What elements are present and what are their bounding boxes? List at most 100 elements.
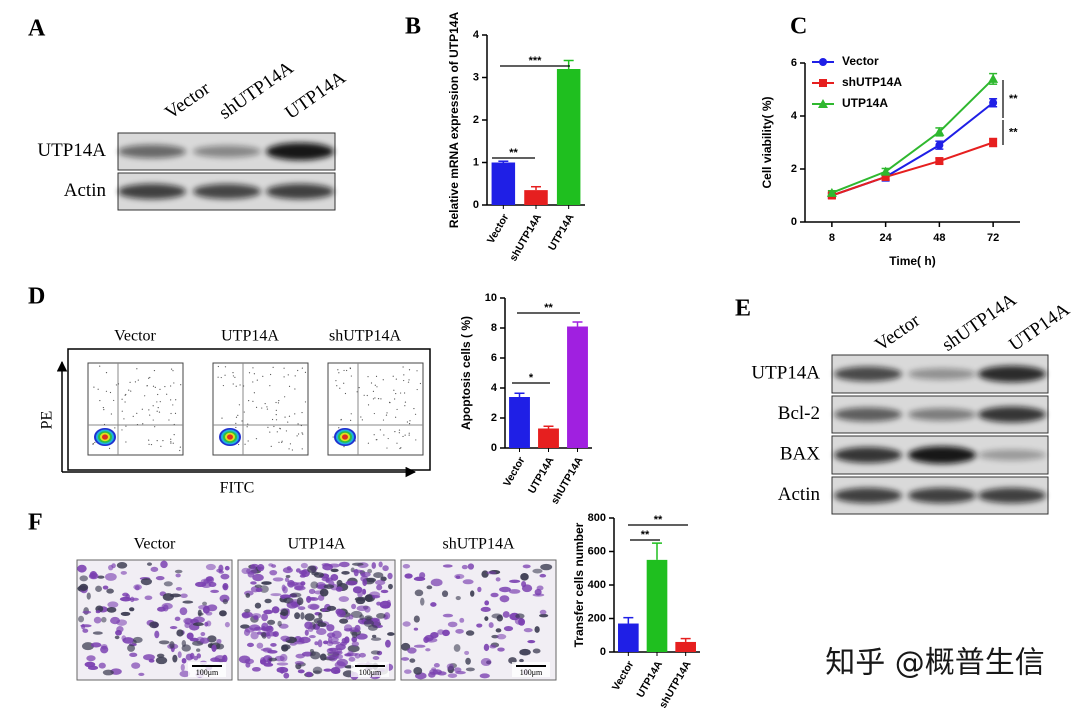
event-dot: [284, 396, 286, 398]
density-contour: [342, 434, 348, 440]
cell: [216, 638, 222, 644]
cell: [267, 619, 276, 625]
event-dot: [180, 384, 182, 386]
cell: [508, 589, 521, 594]
event-dot: [406, 421, 408, 423]
cell: [90, 642, 102, 648]
cell: [334, 661, 346, 669]
event-dot: [270, 445, 272, 447]
event-dot: [144, 395, 146, 397]
event-dot: [117, 383, 120, 385]
event-dot: [269, 385, 271, 387]
significance-label: **: [641, 529, 650, 541]
cell: [127, 644, 136, 652]
cell: [470, 590, 475, 597]
event-dot: [123, 418, 125, 420]
cell: [461, 564, 468, 570]
cell: [376, 584, 383, 591]
event-dot: [343, 382, 345, 384]
event-dot: [284, 416, 286, 418]
cell: [158, 640, 170, 645]
cell: [343, 628, 353, 632]
cell: [326, 654, 339, 660]
cell: [488, 622, 494, 629]
event-dot: [113, 399, 115, 402]
blot-band: [266, 183, 334, 200]
event-dot: [136, 368, 138, 370]
cell: [386, 599, 391, 607]
scale-label: 100μm: [359, 668, 382, 677]
cell: [122, 592, 129, 597]
cell: [523, 628, 533, 633]
event-dot: [157, 406, 159, 409]
flow-x-label: FITC: [220, 480, 255, 497]
cell: [307, 565, 317, 573]
blot-band: [978, 365, 1046, 383]
event-dot: [242, 385, 245, 387]
cell: [222, 654, 228, 663]
cell: [540, 563, 553, 571]
blot-band: [118, 183, 186, 200]
event-dot: [277, 402, 280, 404]
cell: [281, 644, 291, 650]
event-dot: [296, 435, 298, 437]
event-dot: [125, 425, 127, 427]
cell: [154, 630, 160, 639]
cell: [97, 575, 105, 579]
cell: [476, 623, 483, 628]
event-dot: [363, 394, 365, 396]
event-dot: [414, 413, 417, 415]
event-dot: [291, 449, 293, 451]
event-dot: [297, 369, 299, 372]
cell: [496, 633, 507, 640]
event-dot: [124, 394, 126, 396]
panel-label: B: [405, 14, 421, 40]
event-dot: [148, 409, 150, 411]
event-dot: [287, 421, 289, 423]
cell: [341, 570, 350, 575]
cell: [285, 575, 291, 579]
cell: [182, 600, 194, 604]
cell: [79, 583, 89, 591]
event-dot: [350, 375, 352, 377]
event-dot: [264, 403, 266, 405]
cell: [304, 629, 309, 636]
event-dot: [283, 367, 285, 369]
event-dot: [93, 386, 95, 388]
event-dot: [332, 436, 334, 438]
cell: [370, 650, 381, 655]
cell: [536, 585, 544, 591]
y-tick-label: 4: [473, 29, 480, 41]
event-dot: [404, 434, 406, 436]
cell: [371, 562, 377, 569]
cell: [102, 585, 109, 590]
y-axis-label: Cell viability( %): [760, 96, 774, 188]
cell: [192, 622, 204, 627]
event-dot: [416, 370, 418, 372]
cell: [116, 626, 124, 633]
point: [819, 79, 827, 87]
cell: [323, 584, 335, 589]
event-dot: [300, 424, 302, 427]
cell: [319, 588, 329, 597]
cell: [255, 587, 263, 593]
event-dot: [360, 416, 362, 418]
y-tick-label: 400: [588, 579, 606, 591]
cell: [120, 611, 131, 616]
cell: [262, 647, 273, 653]
cell: [183, 617, 193, 625]
lane-label: Vector: [161, 78, 214, 124]
cell: [304, 613, 315, 621]
event-dot: [373, 434, 375, 436]
cell: [155, 656, 168, 665]
event-dot: [267, 426, 269, 428]
cell: [241, 612, 250, 619]
cell: [86, 655, 96, 662]
cell: [497, 647, 505, 652]
event-dot: [350, 413, 352, 415]
event-dot: [121, 429, 123, 431]
cell: [401, 642, 411, 651]
cell: [92, 631, 103, 635]
event-dot: [252, 367, 254, 369]
